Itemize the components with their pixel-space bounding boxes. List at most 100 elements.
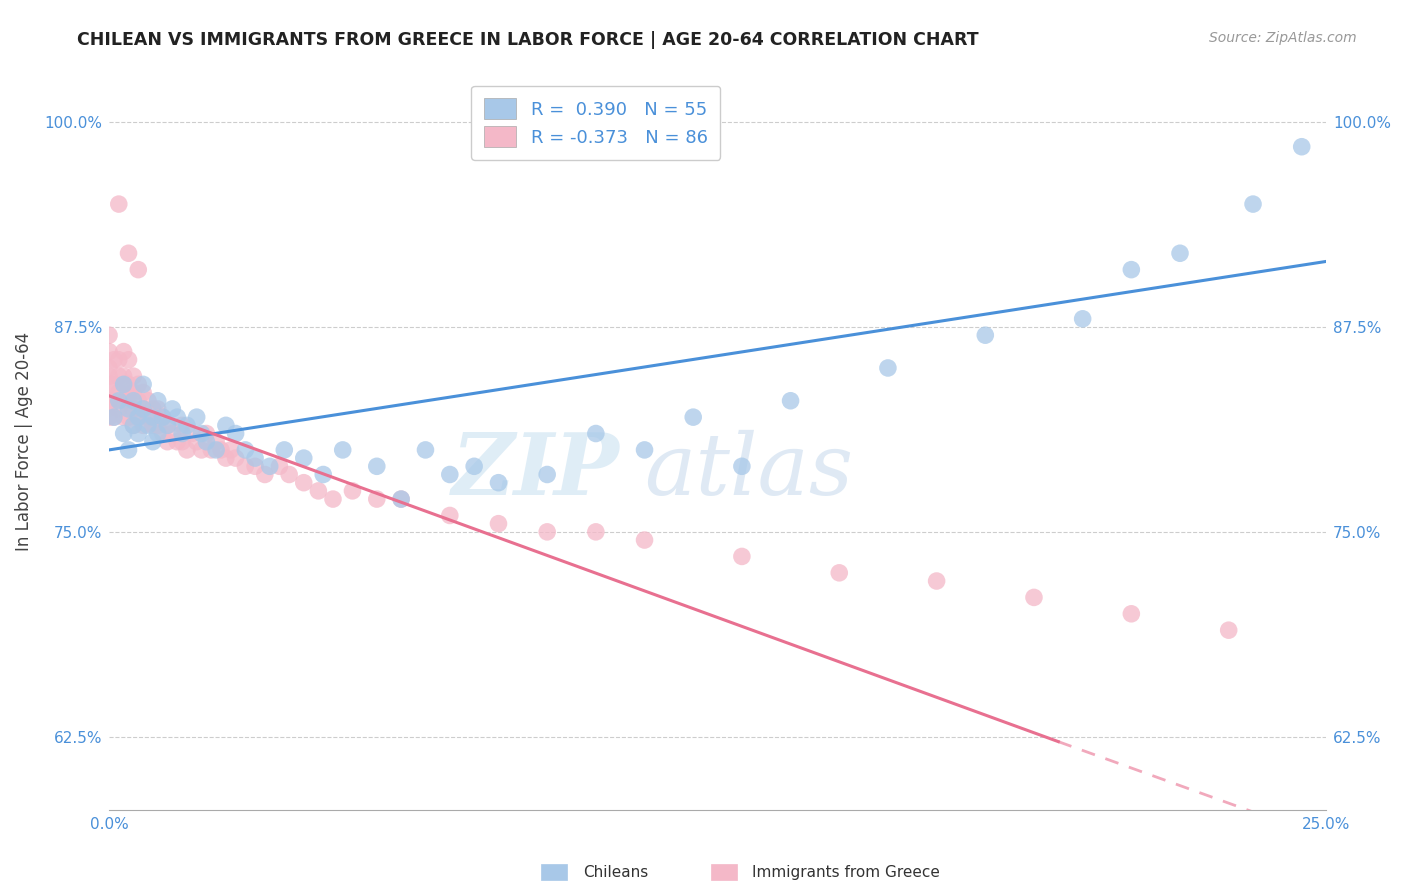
Point: [1071, 311, 1094, 326]
Point: [122, 401, 145, 416]
Point: [98, 410, 121, 425]
Point: [112, 426, 135, 441]
Point: [117, 401, 139, 416]
Point: [117, 246, 139, 260]
Point: [112, 369, 135, 384]
Point: [122, 418, 145, 433]
Point: [112, 393, 135, 408]
Point: [366, 459, 388, 474]
Point: [536, 524, 558, 539]
Point: [215, 451, 238, 466]
Point: [98, 393, 121, 408]
Point: [127, 410, 149, 425]
Point: [146, 418, 169, 433]
Point: [219, 442, 242, 457]
Point: [107, 369, 129, 384]
Point: [209, 442, 232, 457]
Point: [170, 418, 193, 433]
Point: [585, 426, 607, 441]
Text: Immigrants from Greece: Immigrants from Greece: [752, 865, 941, 880]
Point: [322, 492, 344, 507]
Point: [215, 418, 238, 433]
Point: [292, 451, 315, 466]
Point: [243, 451, 266, 466]
Point: [235, 459, 257, 474]
Point: [156, 418, 179, 433]
Point: [176, 442, 198, 457]
Point: [190, 442, 212, 457]
Point: [107, 385, 129, 400]
Point: [273, 442, 295, 457]
Point: [103, 393, 125, 408]
Point: [1121, 607, 1143, 621]
Point: [312, 467, 335, 482]
Point: [633, 533, 655, 547]
Point: [98, 369, 121, 384]
Point: [180, 426, 202, 441]
Point: [633, 442, 655, 457]
Point: [166, 434, 188, 449]
Point: [112, 377, 135, 392]
Point: [205, 434, 228, 449]
Point: [162, 426, 184, 441]
Point: [132, 401, 155, 416]
Point: [107, 401, 129, 416]
Point: [117, 385, 139, 400]
Point: [103, 410, 125, 425]
Point: [243, 459, 266, 474]
Point: [585, 524, 607, 539]
Point: [127, 426, 149, 441]
Point: [186, 410, 208, 425]
Point: [107, 393, 129, 408]
Legend: R =  0.390   N = 55, R = -0.373   N = 86: R = 0.390 N = 55, R = -0.373 N = 86: [471, 86, 720, 160]
Point: [828, 566, 851, 580]
Point: [98, 377, 121, 392]
Point: [146, 426, 169, 441]
Point: [112, 344, 135, 359]
Point: [332, 442, 354, 457]
Point: [1218, 623, 1240, 637]
Point: [132, 418, 155, 433]
Point: [463, 459, 485, 474]
Point: [122, 385, 145, 400]
Text: Source: ZipAtlas.com: Source: ZipAtlas.com: [1209, 31, 1357, 45]
Text: atlas: atlas: [644, 430, 853, 513]
Point: [127, 377, 149, 392]
Point: [170, 434, 193, 449]
Point: [166, 410, 188, 425]
Point: [342, 483, 364, 498]
Point: [200, 442, 222, 457]
Point: [731, 549, 754, 564]
Y-axis label: In Labor Force | Age 20-64: In Labor Force | Age 20-64: [15, 332, 32, 551]
Point: [152, 410, 174, 425]
Point: [117, 377, 139, 392]
Point: [186, 434, 208, 449]
Point: [132, 385, 155, 400]
Point: [176, 418, 198, 433]
Point: [117, 410, 139, 425]
Point: [292, 475, 315, 490]
Point: [190, 426, 212, 441]
Point: [779, 393, 801, 408]
Point: [205, 442, 228, 457]
Point: [152, 426, 174, 441]
Point: [122, 393, 145, 408]
Point: [170, 426, 193, 441]
Point: [156, 418, 179, 433]
Point: [103, 410, 125, 425]
Point: [162, 401, 184, 416]
Point: [142, 418, 165, 433]
Point: [439, 508, 461, 523]
Point: [132, 401, 155, 416]
Point: [98, 401, 121, 416]
Point: [1241, 197, 1264, 211]
Point: [146, 401, 169, 416]
Point: [259, 459, 281, 474]
Point: [132, 377, 155, 392]
Point: [98, 328, 121, 343]
Point: [225, 451, 247, 466]
Point: [107, 352, 129, 367]
Point: [156, 434, 179, 449]
Point: [117, 352, 139, 367]
Point: [439, 467, 461, 482]
